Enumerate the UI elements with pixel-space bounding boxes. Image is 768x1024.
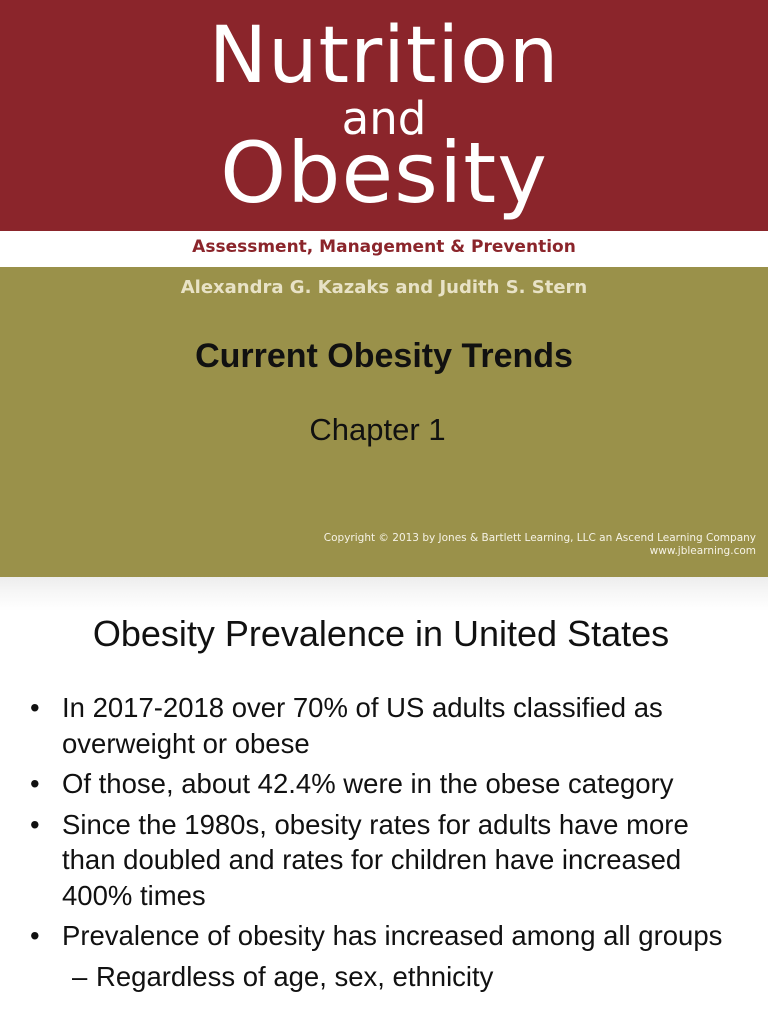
title-slide: Nutrition and Obesity Assessment, Manage…: [0, 0, 768, 577]
copyright-notice: Copyright © 2013 by Jones & Bartlett Lea…: [324, 532, 756, 558]
book-subtitle: Assessment, Management & Prevention: [192, 237, 576, 257]
slide-title: Current Obesity Trends: [195, 337, 573, 375]
bullet-icon: •: [30, 768, 40, 799]
bullet-item: • In 2017-2018 over 70% of US adults cla…: [0, 690, 768, 761]
book-title-nutrition: Nutrition: [208, 11, 560, 101]
publisher-url: www.jblearning.com: [649, 545, 756, 557]
chapter-label: Chapter 1: [309, 412, 446, 447]
copyright-text: Copyright © 2013 by Jones & Bartlett Lea…: [323, 532, 756, 544]
book-cover-banner: Nutrition and Obesity: [0, 0, 768, 231]
bullet-text: Since the 1980s, obesity rates for adult…: [62, 808, 689, 911]
bullet-icon: •: [30, 920, 40, 951]
bullet-text: In 2017-2018 over 70% of US adults class…: [62, 692, 663, 759]
bullet-list: • In 2017-2018 over 70% of US adults cla…: [0, 690, 768, 994]
bullet-icon: •: [30, 808, 40, 840]
dash-icon: –: [72, 960, 88, 992]
bullet-text: Prevalence of obesity has increased amon…: [62, 920, 723, 951]
sub-bullet-item: – Regardless of age, sex, ethnicity: [0, 959, 768, 995]
book-subtitle-band: Assessment, Management & Prevention: [0, 231, 768, 267]
content-slide-title: Obesity Prevalence in United States: [92, 613, 670, 654]
bullet-item: • Of those, about 42.4% were in the obes…: [0, 766, 768, 802]
bullet-item: • Prevalence of obesity has increased am…: [0, 918, 768, 954]
title-slide-body: Alexandra G. Kazaks and Judith S. Stern …: [0, 267, 768, 577]
bullet-item: • Since the 1980s, obesity rates for adu…: [0, 807, 768, 914]
book-title-obesity: Obesity: [220, 124, 548, 222]
bullet-text: Of those, about 42.4% were in the obese …: [62, 768, 674, 799]
content-slide: Obesity Prevalence in United States • In…: [0, 577, 768, 1024]
book-authors: Alexandra G. Kazaks and Judith S. Stern: [180, 277, 588, 298]
book-title-and: and: [341, 92, 427, 145]
sub-bullet-text: Regardless of age, sex, ethnicity: [96, 960, 494, 992]
bullet-icon: •: [30, 692, 40, 723]
